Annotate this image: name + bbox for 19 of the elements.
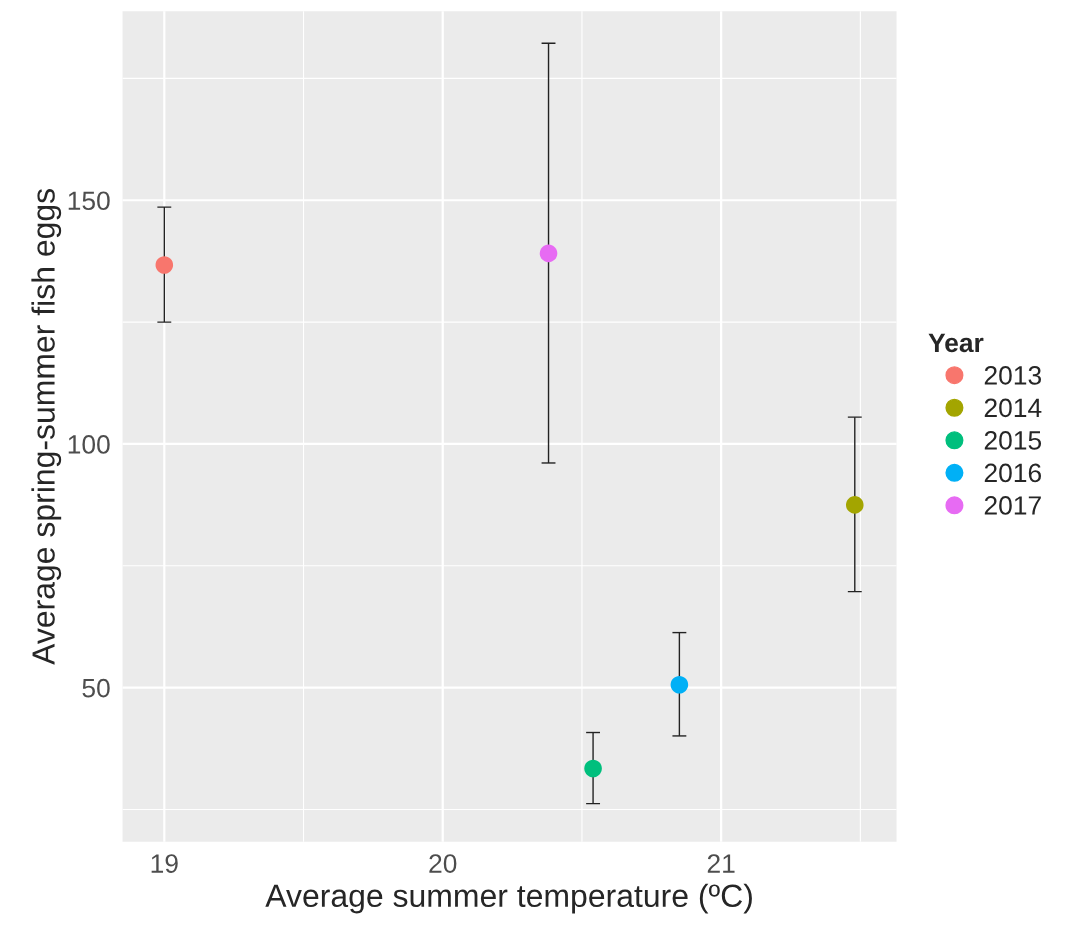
point: [670, 675, 689, 694]
point: [846, 496, 864, 514]
legend-label: 2014: [984, 398, 1042, 418]
legend-label: 2016: [984, 463, 1041, 483]
x-tick-label: 20: [429, 854, 457, 873]
legend-title: Year: [928, 333, 984, 353]
y-tick-label: 100: [68, 435, 110, 454]
point: [584, 759, 602, 778]
legend-label: 2015: [984, 431, 1042, 450]
legend-label: 2013: [984, 366, 1041, 385]
x-axis-title: Average summer temperature (ºC): [265, 883, 752, 914]
point: [539, 244, 558, 263]
legend-label: 2017: [984, 496, 1041, 515]
point: [155, 256, 174, 274]
x-tick-label: 19: [151, 854, 178, 873]
y-axis-title: Average spring-summer fish eggs: [31, 189, 62, 665]
y-tick-label: 150: [68, 191, 110, 211]
y-tick-label: 50: [82, 678, 110, 698]
x-tick-label: 21: [707, 854, 735, 873]
